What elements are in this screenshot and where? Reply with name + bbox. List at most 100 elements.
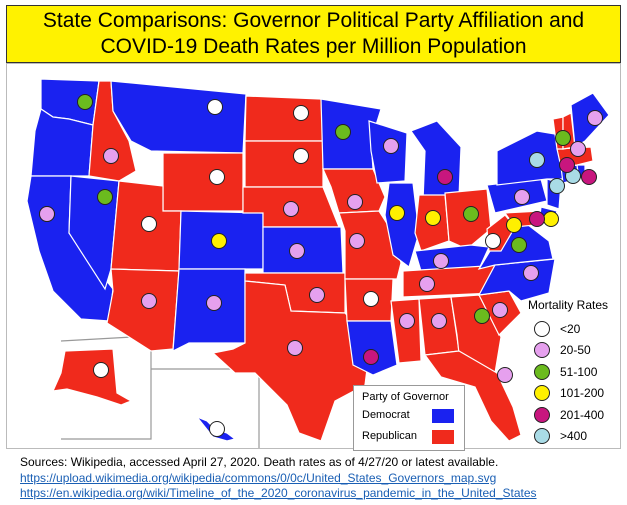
mortality-legend-item: >400 — [528, 426, 623, 448]
rate-dot-nh — [570, 141, 586, 157]
mortality-legend: Mortality Rates <20 20-50 51-100 101-200 201… — [528, 298, 623, 447]
mortality-legend-label: <20 — [560, 321, 581, 336]
sources-block: Sources: Wikipedia, accessed April 27, 2… — [20, 455, 620, 502]
rate-dot-wy — [209, 169, 225, 185]
mortality-legend-item: 101-200 — [528, 383, 623, 405]
rate-dot-hi — [209, 421, 225, 437]
mortality-legend-label: >400 — [560, 429, 588, 444]
rate-dot-ks — [289, 243, 305, 259]
rate-dot-id — [103, 148, 119, 164]
state-il — [384, 182, 420, 268]
rate-dot-nj — [549, 178, 565, 194]
us-map — [26, 78, 610, 448]
rate-dot-wa — [77, 94, 93, 110]
rate-dot-ca — [39, 206, 55, 222]
rate-dot-ms — [399, 313, 415, 329]
party-legend: Party of Governor Democrat Republican — [353, 385, 465, 451]
rate-dot-de — [543, 211, 559, 227]
mortality-legend-label: 201-400 — [560, 407, 605, 422]
rate-dot-ar — [363, 291, 379, 307]
sources-text: Sources: Wikipedia, accessed April 27, 2… — [20, 455, 499, 469]
state-ms — [390, 298, 422, 364]
rate-dot-al — [431, 313, 447, 329]
rate-dot-nc — [523, 265, 539, 281]
mortality-legend-swatch — [534, 406, 550, 423]
rate-dot-az — [141, 293, 157, 309]
rate-dot-va — [511, 237, 527, 253]
state-tx — [211, 280, 370, 442]
rate-dot-ri — [581, 169, 597, 185]
rate-dot-dc — [529, 211, 545, 227]
mortality-legend-item: <20 — [528, 318, 623, 340]
title-banner: State Comparisons: Governor Political Pa… — [6, 5, 621, 63]
mortality-legend-title: Mortality Rates — [528, 298, 609, 312]
rate-dot-tx — [287, 340, 303, 356]
state-nm — [172, 268, 246, 353]
us-map-frame — [6, 63, 621, 449]
rate-dot-vt — [555, 130, 571, 146]
party-legend-democrat-label: Democrat — [362, 409, 410, 421]
rate-dot-ak — [93, 362, 109, 378]
pandemic-timeline-link[interactable]: https://en.wikipedia.org/wiki/Timeline_o… — [20, 486, 537, 500]
mortality-legend-swatch — [534, 428, 550, 445]
party-legend-republican-label: Republican — [362, 430, 418, 442]
rate-dot-nd — [293, 105, 309, 121]
rate-dot-ny — [529, 152, 545, 168]
rate-dot-sd — [293, 148, 309, 164]
state-az — [106, 268, 180, 352]
rate-dots-layer — [39, 94, 603, 437]
mortality-legend-swatch — [534, 342, 550, 359]
state-fl — [423, 350, 522, 442]
rate-dot-mi — [437, 169, 453, 185]
party-legend-title: Party of Governor — [362, 391, 449, 403]
rate-dot-mo — [349, 233, 365, 249]
state-nd — [244, 95, 324, 142]
rate-dot-la — [363, 349, 379, 365]
alaska-inset-frame — [60, 335, 152, 440]
rate-dot-nv — [97, 189, 113, 205]
rate-dot-wi — [383, 138, 399, 154]
rate-dot-ky — [433, 253, 449, 269]
state-mo — [338, 210, 402, 280]
rate-dot-mn — [335, 124, 351, 140]
states-layer — [26, 78, 610, 448]
title-line-1: State Comparisons: Governor Political Pa… — [42, 9, 585, 32]
mortality-legend-label: 51-100 — [560, 364, 598, 379]
rate-dot-me — [587, 110, 603, 126]
rate-dot-fl — [497, 367, 513, 383]
mortality-legend-item: 201-400 — [528, 404, 623, 426]
mortality-legend-swatch — [534, 320, 550, 337]
state-mi — [410, 120, 462, 202]
rate-dot-ga — [474, 308, 490, 324]
rate-dot-nm — [206, 295, 222, 311]
rate-dot-ok — [309, 287, 325, 303]
republican-swatch — [432, 430, 454, 444]
mortality-legend-label: 101-200 — [560, 386, 605, 401]
rate-dot-ma — [559, 157, 575, 173]
mortality-legend-item: 51-100 — [528, 361, 623, 383]
state-ky — [414, 244, 490, 272]
hawaii-inset-frame — [151, 368, 260, 448]
rate-dot-in — [425, 210, 441, 226]
state-sd — [244, 140, 324, 188]
rate-dot-mt — [207, 99, 223, 115]
rate-dot-ia — [347, 194, 363, 210]
state-hi — [195, 415, 237, 442]
mortality-legend-label: 20-50 — [560, 343, 591, 358]
state-ak — [52, 348, 133, 406]
rate-dot-tn — [419, 276, 435, 292]
rate-dot-pa — [514, 189, 530, 205]
state-mt — [110, 80, 247, 154]
state-wy — [162, 152, 244, 212]
mortality-legend-swatch — [534, 363, 550, 380]
governors-map-link[interactable]: https://upload.wikimedia.org/wikipedia/c… — [20, 470, 497, 485]
rate-dot-co — [211, 233, 227, 249]
state-la — [346, 320, 398, 376]
rate-dot-ut — [141, 216, 157, 232]
rate-dot-wv — [485, 233, 501, 249]
rate-dot-oh — [463, 206, 479, 222]
democrat-swatch — [432, 409, 454, 423]
title-line-2: COVID-19 Death Rates per Million Populat… — [100, 35, 527, 58]
rate-dot-sc — [492, 302, 508, 318]
rate-dot-il — [389, 205, 405, 221]
